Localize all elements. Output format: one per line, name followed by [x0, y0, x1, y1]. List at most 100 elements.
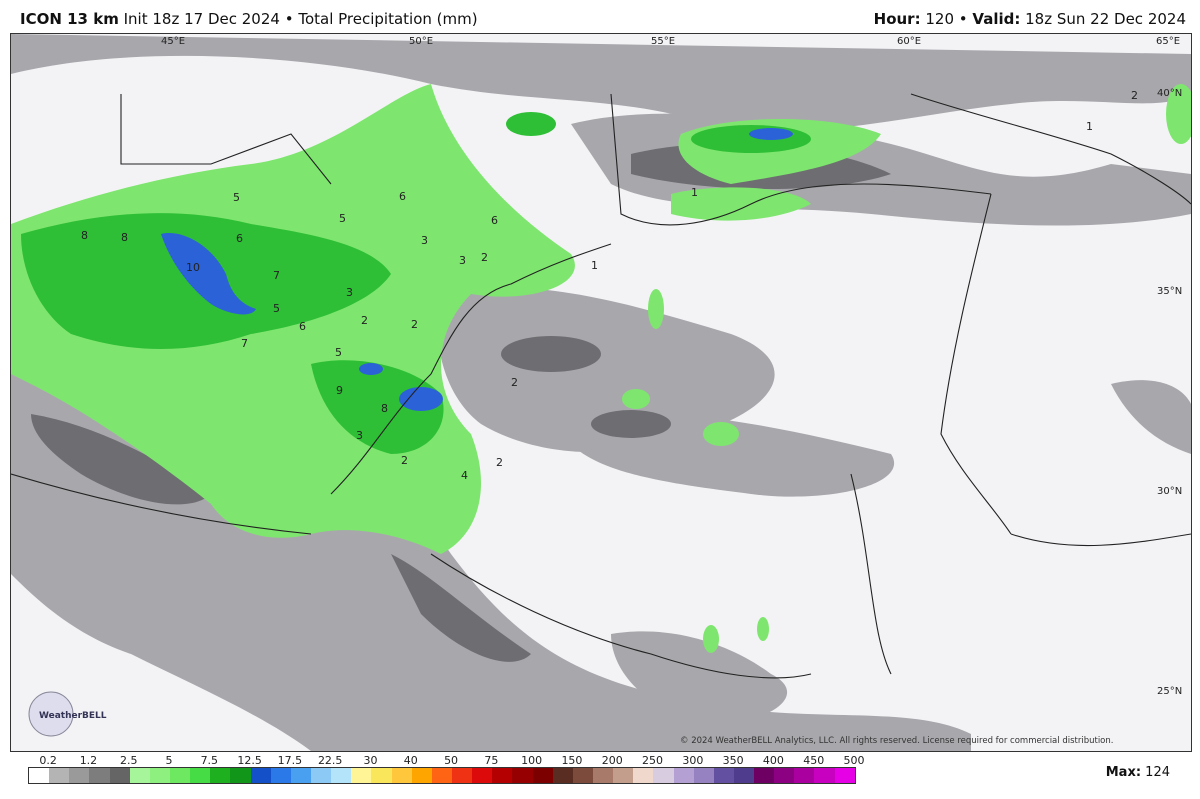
contour-label: 5 — [273, 302, 280, 315]
colorbar-label: 17.5 — [277, 754, 303, 767]
contour-label: 3 — [356, 429, 363, 442]
valid-label: Valid: — [972, 10, 1021, 28]
colorbar-swatch — [89, 768, 110, 783]
colorbar-swatch — [69, 768, 90, 783]
colorbar-label: 75 — [484, 754, 499, 767]
coordinate-labels: 45°E 50°E 55°E 60°E 65°E 40°N 35°N 30°N … — [161, 36, 1182, 697]
separator: • — [958, 10, 968, 28]
colorbar-swatch — [49, 768, 70, 783]
colorbar-swatch — [230, 768, 251, 783]
colorbar-swatch — [814, 768, 835, 783]
contour-label: 2 — [411, 318, 418, 331]
colorbar-swatch — [693, 768, 714, 783]
lat-label: 25°N — [1157, 686, 1182, 697]
colorbar-swatch — [794, 768, 815, 783]
colorbar-label: 1.2 — [79, 754, 98, 767]
contour-label: 5 — [339, 212, 346, 225]
colorbar-swatch — [129, 768, 150, 783]
weatherbell-logo: WeatherBELL — [28, 691, 107, 737]
colorbar-labels: 0.2 1.2 2.5 5 7.5 12.5 17.5 22.5 30 40 50 75 100 150 2… — [28, 754, 864, 767]
lon-label: 60°E — [897, 36, 921, 47]
contour-label: 2 — [1131, 89, 1138, 102]
map-title: ICON 13 km Init 18z 17 Dec 2024 • Total … — [20, 10, 478, 28]
contour-label: 7 — [273, 269, 280, 282]
colorbar-label: 300 — [682, 754, 704, 767]
colorbar-swatch — [653, 768, 674, 783]
precip-blue-areas — [161, 128, 793, 411]
contour-label: 3 — [346, 286, 353, 299]
contour-label: 9 — [336, 384, 343, 397]
colorbar-label: 100 — [521, 754, 543, 767]
valid-time-header: Hour: 120 • Valid: 18z Sun 22 Dec 2024 — [874, 10, 1186, 28]
copyright-notice: © 2024 WeatherBELL Analytics, LLC. All r… — [680, 736, 1114, 746]
colorbar-swatch — [633, 768, 654, 783]
colorbar-label: 30 — [363, 754, 378, 767]
colorbar-swatch — [411, 768, 432, 783]
colorbar-label: 2.5 — [119, 754, 138, 767]
contour-label: 2 — [511, 376, 518, 389]
colorbar-label: 22.5 — [317, 754, 343, 767]
colorbar-swatch — [532, 768, 553, 783]
colorbar-swatch — [169, 768, 191, 783]
contour-label: 1 — [691, 186, 698, 199]
colorbar-label: 0.2 — [39, 754, 57, 767]
lon-label: 50°E — [409, 36, 433, 47]
lon-label: 55°E — [651, 36, 675, 47]
contour-label: 6 — [236, 232, 243, 245]
colorbar-swatch — [351, 768, 372, 783]
lat-label: 35°N — [1157, 286, 1182, 297]
colorbar-swatch — [733, 768, 755, 783]
colorbar-swatch — [673, 768, 694, 783]
contour-label: 6 — [491, 214, 498, 227]
colorbar-label: 400 — [762, 754, 784, 767]
lat-label: 30°N — [1157, 486, 1182, 497]
contour-label: 5 — [233, 191, 240, 204]
colorbar-label: 40 — [403, 754, 418, 767]
colorbar-swatch — [451, 768, 473, 783]
valid-value: 18z Sun 22 Dec 2024 — [1025, 10, 1186, 28]
colorbar-swatch — [834, 768, 855, 783]
colorbar-swatch — [552, 768, 573, 783]
colorbar-label: 5 — [165, 754, 173, 767]
contour-label: 6 — [399, 190, 406, 203]
colorbar-swatch — [472, 768, 493, 783]
colorbar-label: 7.5 — [200, 754, 219, 767]
separator: • — [284, 10, 294, 28]
contour-label: 5 — [335, 346, 342, 359]
colorbar-swatch — [109, 768, 130, 783]
colorbar-swatch — [613, 768, 634, 783]
colorbar-label: 350 — [722, 754, 744, 767]
colorbar-label: 12.5 — [237, 754, 262, 767]
contour-label: 1 — [1086, 120, 1093, 133]
contour-label: 7 — [241, 337, 248, 350]
contour-label: 1 — [591, 259, 598, 272]
contour-label: 2 — [401, 454, 408, 467]
lon-label: 65°E — [1156, 36, 1180, 47]
colorbar-swatch — [774, 768, 795, 783]
contour-label: 8 — [81, 229, 88, 242]
colorbar-label: 200 — [601, 754, 623, 767]
contour-label: 10 — [186, 261, 200, 274]
model-name: ICON 13 km — [20, 10, 119, 28]
init-time: Init 18z 17 Dec 2024 — [123, 10, 280, 28]
field-name: Total Precipitation (mm) — [298, 10, 478, 28]
colorbar-swatch — [592, 768, 614, 783]
colorbar-swatch — [29, 768, 50, 783]
hour-label: Hour: — [873, 10, 921, 28]
max-label: Max: — [1105, 765, 1142, 780]
colorbar-swatch — [190, 768, 211, 783]
logo-text: WeatherBELL — [39, 711, 107, 721]
precipitation-map: 45°E 50°E 55°E 60°E 65°E 40°N 35°N 30°N … — [10, 33, 1192, 752]
contour-label: 2 — [361, 314, 368, 327]
contour-label: 8 — [121, 231, 128, 244]
colorbar-swatch — [713, 768, 734, 783]
colorbar-swatch — [310, 768, 332, 783]
colorbar-swatch — [431, 768, 452, 783]
contour-label: 3 — [459, 254, 466, 267]
colorbar-swatch — [270, 768, 291, 783]
hour-value: 120 — [925, 10, 954, 28]
colorbar-swatch — [210, 768, 231, 783]
colorbar-label: 250 — [642, 754, 664, 767]
contour-label: 4 — [461, 469, 468, 482]
